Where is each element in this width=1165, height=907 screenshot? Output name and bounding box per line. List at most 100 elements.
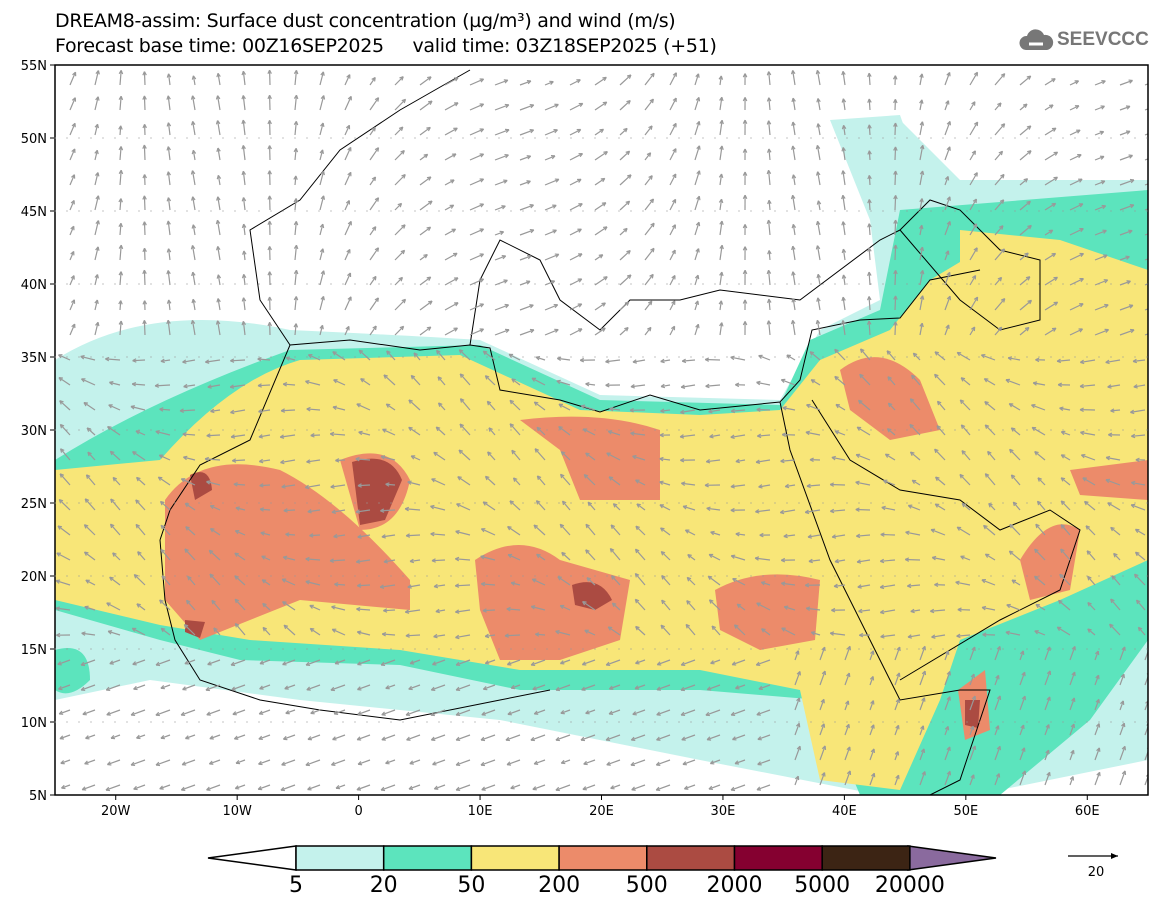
wind-arrow: [408, 684, 421, 691]
wind-arrow: [594, 226, 608, 236]
wind-arrow: [918, 224, 924, 236]
wind-arrow: [444, 179, 455, 186]
wind-arrow: [1105, 455, 1121, 461]
grid-dot: [234, 575, 236, 577]
grid-dot: [114, 648, 116, 650]
grid-dot: [378, 575, 380, 577]
wind-arrow: [1110, 598, 1121, 611]
grid-dot: [1110, 356, 1112, 358]
grid-dot: [342, 575, 344, 577]
wind-arrow: [609, 406, 621, 412]
wind-arrow: [1094, 204, 1107, 211]
wind-arrow: [430, 734, 446, 741]
wind-arrow: [444, 77, 459, 86]
grid-dot: [942, 502, 944, 504]
wind-arrow: [1119, 178, 1135, 186]
wind-arrow: [709, 759, 721, 765]
wind-arrow: [605, 382, 621, 388]
wind-arrow: [356, 606, 371, 612]
wind-arrow: [757, 759, 771, 766]
wind-arrow: [358, 349, 371, 361]
grid-dot: [522, 721, 524, 723]
wind-arrow: [458, 349, 471, 361]
wind-arrow: [234, 784, 246, 790]
grid-dot: [306, 210, 308, 212]
wind-arrow: [190, 319, 196, 336]
wind-arrow: [619, 74, 632, 86]
wind-arrow: [893, 270, 898, 286]
wind-arrow: [1044, 670, 1052, 686]
grid-dot: [1086, 137, 1088, 139]
wind-arrow: [894, 774, 900, 786]
lat-label: 30N: [21, 424, 47, 439]
wind-arrow: [118, 271, 124, 286]
grid-dot: [210, 575, 212, 577]
wind-arrow: [356, 630, 371, 636]
grid-dot: [294, 502, 296, 504]
wind-arrow: [794, 722, 801, 736]
wind-arrow: [1111, 575, 1121, 586]
wind-arrow: [380, 455, 396, 461]
wind-arrow: [118, 222, 123, 236]
wind-arrow: [84, 605, 96, 611]
wind-arrow: [329, 558, 346, 563]
wind-arrow: [155, 759, 171, 767]
grid-dot: [246, 721, 248, 723]
grid-dot: [846, 575, 848, 577]
grid-dot: [198, 502, 200, 504]
wind-arrow: [444, 277, 459, 286]
wind-arrow: [959, 399, 971, 411]
grid-dot: [474, 721, 476, 723]
wind-arrow: [867, 247, 872, 261]
wind-arrow: [282, 382, 296, 387]
grid-dot: [510, 502, 512, 504]
wind-arrow: [619, 127, 628, 136]
wind-arrow: [142, 221, 147, 236]
lon-label: 20E: [589, 804, 614, 819]
wind-arrow: [780, 458, 796, 464]
wind-arrow: [694, 300, 700, 311]
grid-dot: [546, 575, 548, 577]
grid-dot: [222, 721, 224, 723]
wind-arrow: [709, 433, 721, 439]
wind-arrow: [369, 226, 377, 236]
wind-arrow: [632, 709, 646, 716]
wind-arrow: [241, 70, 247, 86]
grid-dot: [1038, 356, 1040, 358]
wind-arrow: [1085, 525, 1096, 536]
wind-arrow: [804, 582, 821, 588]
grid-dot: [1146, 137, 1148, 139]
cloud-icon: [1019, 29, 1054, 50]
grid-dot: [294, 283, 296, 285]
grid-dot: [1122, 721, 1124, 723]
lat-label: 45N: [21, 205, 47, 220]
grid-dot: [1050, 721, 1052, 723]
grid-dot: [1038, 210, 1040, 212]
grid-dot: [954, 575, 956, 577]
grid-dot: [114, 502, 116, 504]
wind-arrow: [285, 532, 296, 537]
wind-arrow: [694, 73, 700, 86]
grid-dot: [702, 210, 704, 212]
wind-arrow: [1069, 776, 1075, 786]
grid-dot: [954, 429, 956, 431]
wind-arrow: [907, 634, 921, 639]
grid-dot: [150, 648, 152, 650]
grid-dot: [1110, 429, 1112, 431]
wind-arrow: [734, 759, 746, 765]
wind-arrow: [919, 73, 924, 86]
wind-arrow: [136, 734, 146, 740]
grid-dot: [738, 721, 740, 723]
dust-20-50-west: [55, 648, 90, 694]
wind-arrow: [1060, 548, 1071, 561]
grid-dot: [258, 721, 260, 723]
wind-arrow: [344, 200, 351, 211]
grid-dot: [510, 283, 512, 285]
wind-arrow: [132, 358, 146, 363]
wind-arrow: [355, 456, 371, 462]
grid-dot: [198, 648, 200, 650]
wind-arrow: [142, 174, 147, 186]
wind-arrow: [209, 527, 221, 536]
wind-arrow: [216, 246, 221, 261]
grid-dot: [78, 721, 80, 723]
